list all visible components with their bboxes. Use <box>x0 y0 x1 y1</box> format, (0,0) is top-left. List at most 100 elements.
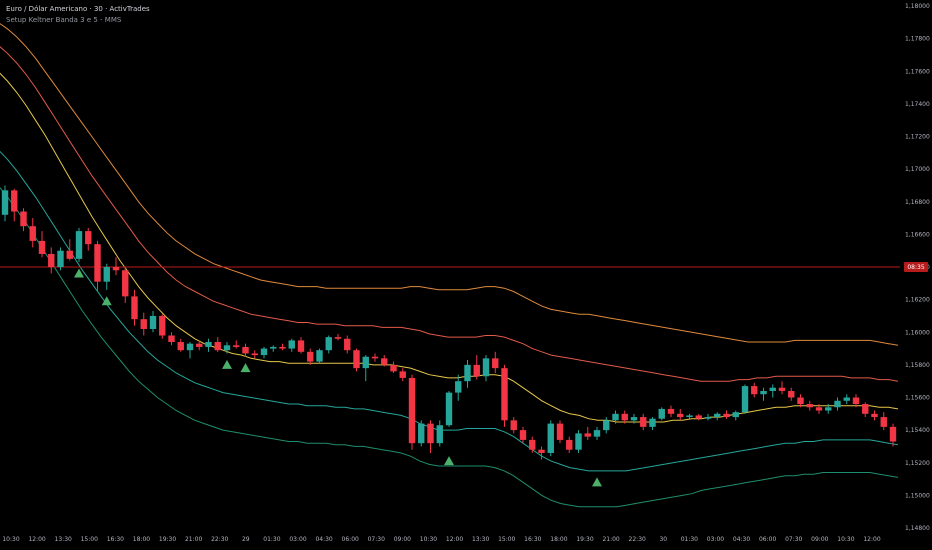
candle[interactable] <box>445 390 453 427</box>
candle[interactable] <box>381 355 388 367</box>
candle[interactable] <box>242 343 249 357</box>
candle[interactable] <box>408 374 416 450</box>
candle[interactable] <box>85 227 92 251</box>
symbol-title[interactable]: Euro / Dólar Americano · 30 · ActivTrade… <box>6 5 150 13</box>
candle[interactable] <box>769 384 776 398</box>
candle[interactable] <box>75 227 83 263</box>
candle[interactable] <box>566 436 573 453</box>
candle[interactable] <box>20 208 27 232</box>
candle[interactable] <box>695 413 702 421</box>
candle[interactable] <box>640 413 647 431</box>
candle[interactable] <box>140 312 147 336</box>
candle[interactable] <box>159 314 166 339</box>
candle[interactable] <box>834 397 841 411</box>
candle[interactable] <box>584 426 591 440</box>
candle[interactable] <box>186 342 194 359</box>
candle[interactable] <box>48 247 55 274</box>
candle[interactable] <box>38 231 46 258</box>
candle[interactable] <box>288 338 295 352</box>
candle[interactable] <box>214 337 221 352</box>
candle[interactable] <box>307 348 314 365</box>
indicator-title[interactable]: Setup Keltner Banda 3 e 5 - MMS <box>6 16 122 24</box>
candle[interactable] <box>362 355 369 382</box>
candle[interactable] <box>399 368 406 382</box>
candle[interactable] <box>205 338 212 352</box>
price-axis[interactable]: 1,18000 1,17800 1,17600 1,17400 1,17200 1,170… <box>900 0 932 550</box>
candle[interactable] <box>66 239 73 261</box>
candle[interactable] <box>815 404 823 414</box>
candle[interactable] <box>751 382 758 398</box>
candle[interactable] <box>94 240 101 292</box>
candle[interactable] <box>825 404 832 414</box>
candle[interactable] <box>427 420 434 453</box>
candle[interactable] <box>270 345 277 352</box>
candle[interactable] <box>464 359 471 388</box>
candle[interactable] <box>714 412 721 421</box>
candle[interactable] <box>612 410 619 424</box>
candle[interactable] <box>390 361 397 374</box>
candle[interactable] <box>806 400 813 411</box>
candle[interactable] <box>630 413 638 424</box>
candle[interactable] <box>519 426 527 444</box>
candle[interactable] <box>436 420 443 447</box>
candle[interactable] <box>251 350 258 359</box>
candle[interactable] <box>501 364 508 427</box>
candle[interactable] <box>593 426 601 440</box>
candle[interactable] <box>852 394 860 408</box>
candle[interactable] <box>760 387 767 401</box>
candle[interactable] <box>603 417 610 434</box>
candle[interactable] <box>334 333 342 341</box>
candle[interactable] <box>353 348 360 372</box>
candle[interactable] <box>880 412 887 431</box>
candle[interactable] <box>455 374 462 401</box>
candle[interactable] <box>279 343 286 351</box>
candle[interactable] <box>29 218 36 248</box>
candle[interactable] <box>492 351 499 374</box>
candle[interactable] <box>510 417 517 434</box>
candle[interactable] <box>103 263 110 290</box>
candle[interactable] <box>843 394 850 405</box>
candle[interactable] <box>667 405 675 418</box>
time-axis[interactable]: 10:30 12:00 13:30 15:00 16:30 18:00 19:30 21:00… <box>2 536 880 543</box>
candle[interactable] <box>732 410 739 421</box>
candle[interactable] <box>131 289 138 326</box>
candle[interactable] <box>418 420 425 447</box>
candle[interactable] <box>473 355 480 380</box>
candle[interactable] <box>621 410 628 424</box>
candle[interactable] <box>677 408 684 421</box>
candle[interactable] <box>297 337 305 354</box>
candle[interactable] <box>1 185 9 222</box>
candle[interactable] <box>344 335 351 354</box>
candle[interactable] <box>889 423 897 447</box>
candle[interactable] <box>704 413 712 421</box>
candle[interactable] <box>538 446 545 460</box>
candle[interactable] <box>862 402 869 418</box>
candle[interactable] <box>122 267 129 303</box>
candle[interactable] <box>556 420 564 444</box>
candle[interactable] <box>723 410 730 419</box>
candle[interactable] <box>547 420 554 457</box>
candle[interactable] <box>168 332 175 346</box>
candle[interactable] <box>223 342 231 354</box>
candle[interactable] <box>57 247 64 271</box>
candle[interactable] <box>741 384 749 414</box>
candle[interactable] <box>11 188 18 222</box>
candle[interactable] <box>686 413 693 419</box>
candle[interactable] <box>649 417 656 431</box>
candle[interactable] <box>196 340 203 351</box>
candle[interactable] <box>260 346 268 359</box>
candle[interactable] <box>233 340 240 349</box>
candle[interactable] <box>371 353 379 362</box>
candle[interactable] <box>177 338 184 352</box>
candle[interactable] <box>325 335 332 354</box>
candle[interactable] <box>658 407 665 421</box>
candle[interactable] <box>482 355 490 382</box>
candle[interactable] <box>778 381 786 395</box>
candle[interactable] <box>575 430 582 453</box>
candle[interactable] <box>788 387 795 401</box>
candle[interactable] <box>112 257 120 276</box>
candle[interactable] <box>149 311 157 333</box>
candle[interactable] <box>529 436 536 453</box>
candle[interactable] <box>316 348 323 364</box>
